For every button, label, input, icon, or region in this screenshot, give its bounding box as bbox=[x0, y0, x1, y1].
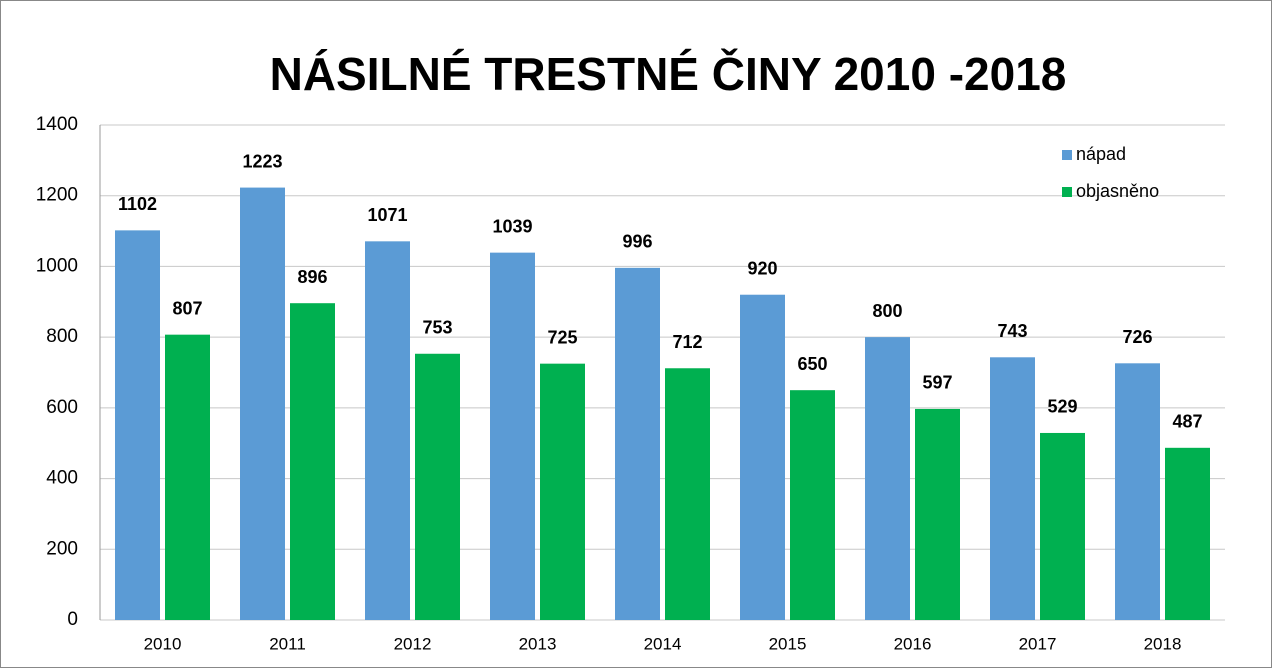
bar bbox=[865, 337, 910, 620]
data-label: 743 bbox=[997, 321, 1027, 341]
bar bbox=[540, 363, 585, 620]
data-label: 650 bbox=[797, 354, 827, 374]
data-label: 753 bbox=[422, 318, 452, 338]
x-tick-label: 2013 bbox=[519, 634, 557, 653]
legend-swatch bbox=[1062, 150, 1072, 160]
data-label: 712 bbox=[672, 332, 702, 352]
data-label: 1071 bbox=[367, 205, 407, 225]
x-tick-label: 2017 bbox=[1019, 634, 1057, 653]
y-tick-label: 0 bbox=[67, 609, 78, 630]
x-tick-label: 2018 bbox=[1144, 634, 1182, 653]
data-label: 726 bbox=[1122, 327, 1152, 347]
bar bbox=[615, 267, 660, 620]
bar bbox=[1115, 363, 1160, 620]
y-tick-label: 1200 bbox=[36, 185, 78, 206]
y-tick-label: 1000 bbox=[36, 255, 78, 276]
data-label: 896 bbox=[297, 267, 327, 287]
bar bbox=[415, 353, 460, 620]
legend-swatch bbox=[1062, 187, 1072, 197]
x-tick-label: 2011 bbox=[269, 634, 306, 653]
bar bbox=[290, 303, 335, 620]
y-tick-label: 600 bbox=[46, 397, 78, 418]
y-tick-label: 800 bbox=[46, 326, 78, 347]
bar bbox=[1040, 432, 1085, 620]
data-label: 529 bbox=[1047, 397, 1077, 417]
bar bbox=[115, 230, 160, 620]
data-label: 996 bbox=[622, 232, 652, 252]
x-tick-label: 2014 bbox=[644, 634, 682, 653]
bar bbox=[365, 241, 410, 620]
bar bbox=[240, 187, 285, 620]
x-tick-label: 2016 bbox=[894, 634, 932, 653]
data-label: 1223 bbox=[242, 151, 282, 171]
y-tick-label: 200 bbox=[46, 538, 78, 559]
data-label: 597 bbox=[922, 373, 952, 393]
bar bbox=[165, 334, 210, 620]
bar bbox=[490, 252, 535, 620]
x-tick-label: 2010 bbox=[144, 634, 182, 653]
data-label: 1039 bbox=[492, 216, 532, 236]
bar bbox=[790, 390, 835, 620]
bar bbox=[915, 408, 960, 620]
x-tick-label: 2015 bbox=[769, 634, 807, 653]
data-label: 800 bbox=[872, 301, 902, 321]
data-label: 807 bbox=[172, 298, 202, 318]
data-label: 1102 bbox=[118, 194, 157, 214]
legend-label: objasněno bbox=[1076, 181, 1159, 201]
y-tick-label: 1400 bbox=[36, 114, 78, 135]
bar bbox=[740, 294, 785, 620]
legend-label: nápad bbox=[1076, 144, 1126, 164]
x-tick-label: 2012 bbox=[394, 634, 432, 653]
data-label: 725 bbox=[547, 327, 577, 347]
bar bbox=[990, 357, 1035, 620]
y-tick-label: 400 bbox=[46, 468, 78, 489]
bar bbox=[1165, 447, 1210, 620]
data-label: 487 bbox=[1172, 412, 1202, 432]
data-label: 920 bbox=[747, 258, 777, 278]
bar bbox=[665, 368, 710, 620]
chart-title: NÁSILNÉ TRESTNÉ ČINY 2010 -2018 bbox=[270, 48, 1067, 100]
